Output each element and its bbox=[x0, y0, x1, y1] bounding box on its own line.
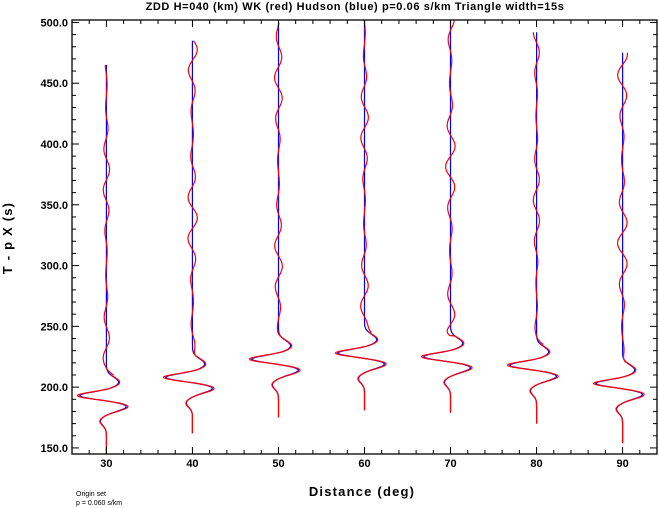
x-tick-label: 50 bbox=[272, 458, 284, 470]
y-axis-label: T - p X (s) bbox=[0, 202, 15, 274]
y-tick-label: 150.0 bbox=[40, 443, 68, 455]
trace-90-red bbox=[592, 52, 645, 444]
x-tick-label: 60 bbox=[358, 458, 370, 470]
x-tick-label: 90 bbox=[616, 458, 628, 470]
trace-40-red bbox=[162, 40, 215, 434]
x-tick-label: 80 bbox=[530, 458, 542, 470]
y-tick-label: 400.0 bbox=[40, 139, 68, 151]
x-axis-label: Distance (deg) bbox=[309, 484, 415, 499]
trace-30-red bbox=[76, 64, 129, 454]
y-axis-ticks: 150.0 200.0 250.0 300.0 350.0 400.0 450.0 500.0 bbox=[40, 17, 657, 455]
trace-50-red bbox=[248, 22, 301, 418]
slowness-note: p = 0.060 s/km bbox=[76, 500, 122, 507]
trace-80-red bbox=[506, 32, 559, 424]
trace-30-blue bbox=[79, 65, 127, 454]
y-tick-label: 350.0 bbox=[40, 200, 68, 212]
x-tick-label: 30 bbox=[100, 458, 112, 470]
trace-70-red bbox=[420, 20, 473, 413]
y-tick-label: 500.0 bbox=[40, 17, 68, 29]
origin-note: Origin set bbox=[76, 491, 106, 498]
y-tick-label: 200.0 bbox=[40, 382, 68, 394]
x-tick-label: 40 bbox=[186, 458, 198, 470]
trace-60-blue bbox=[337, 20, 385, 411]
y-tick-label: 300.0 bbox=[40, 261, 68, 273]
waveform-traces bbox=[76, 19, 645, 454]
y-tick-label: 250.0 bbox=[40, 321, 68, 333]
x-axis-ticks: 30 40 50 60 70 80 90 bbox=[71, 20, 658, 470]
trace-80-blue bbox=[509, 32, 558, 424]
y-tick-label: 450.0 bbox=[40, 78, 68, 90]
chart-title: ZDD H=040 (km) WK (red) Hudson (blue) p=… bbox=[146, 1, 565, 13]
trace-60-red bbox=[334, 19, 387, 411]
x-tick-label: 70 bbox=[444, 458, 456, 470]
